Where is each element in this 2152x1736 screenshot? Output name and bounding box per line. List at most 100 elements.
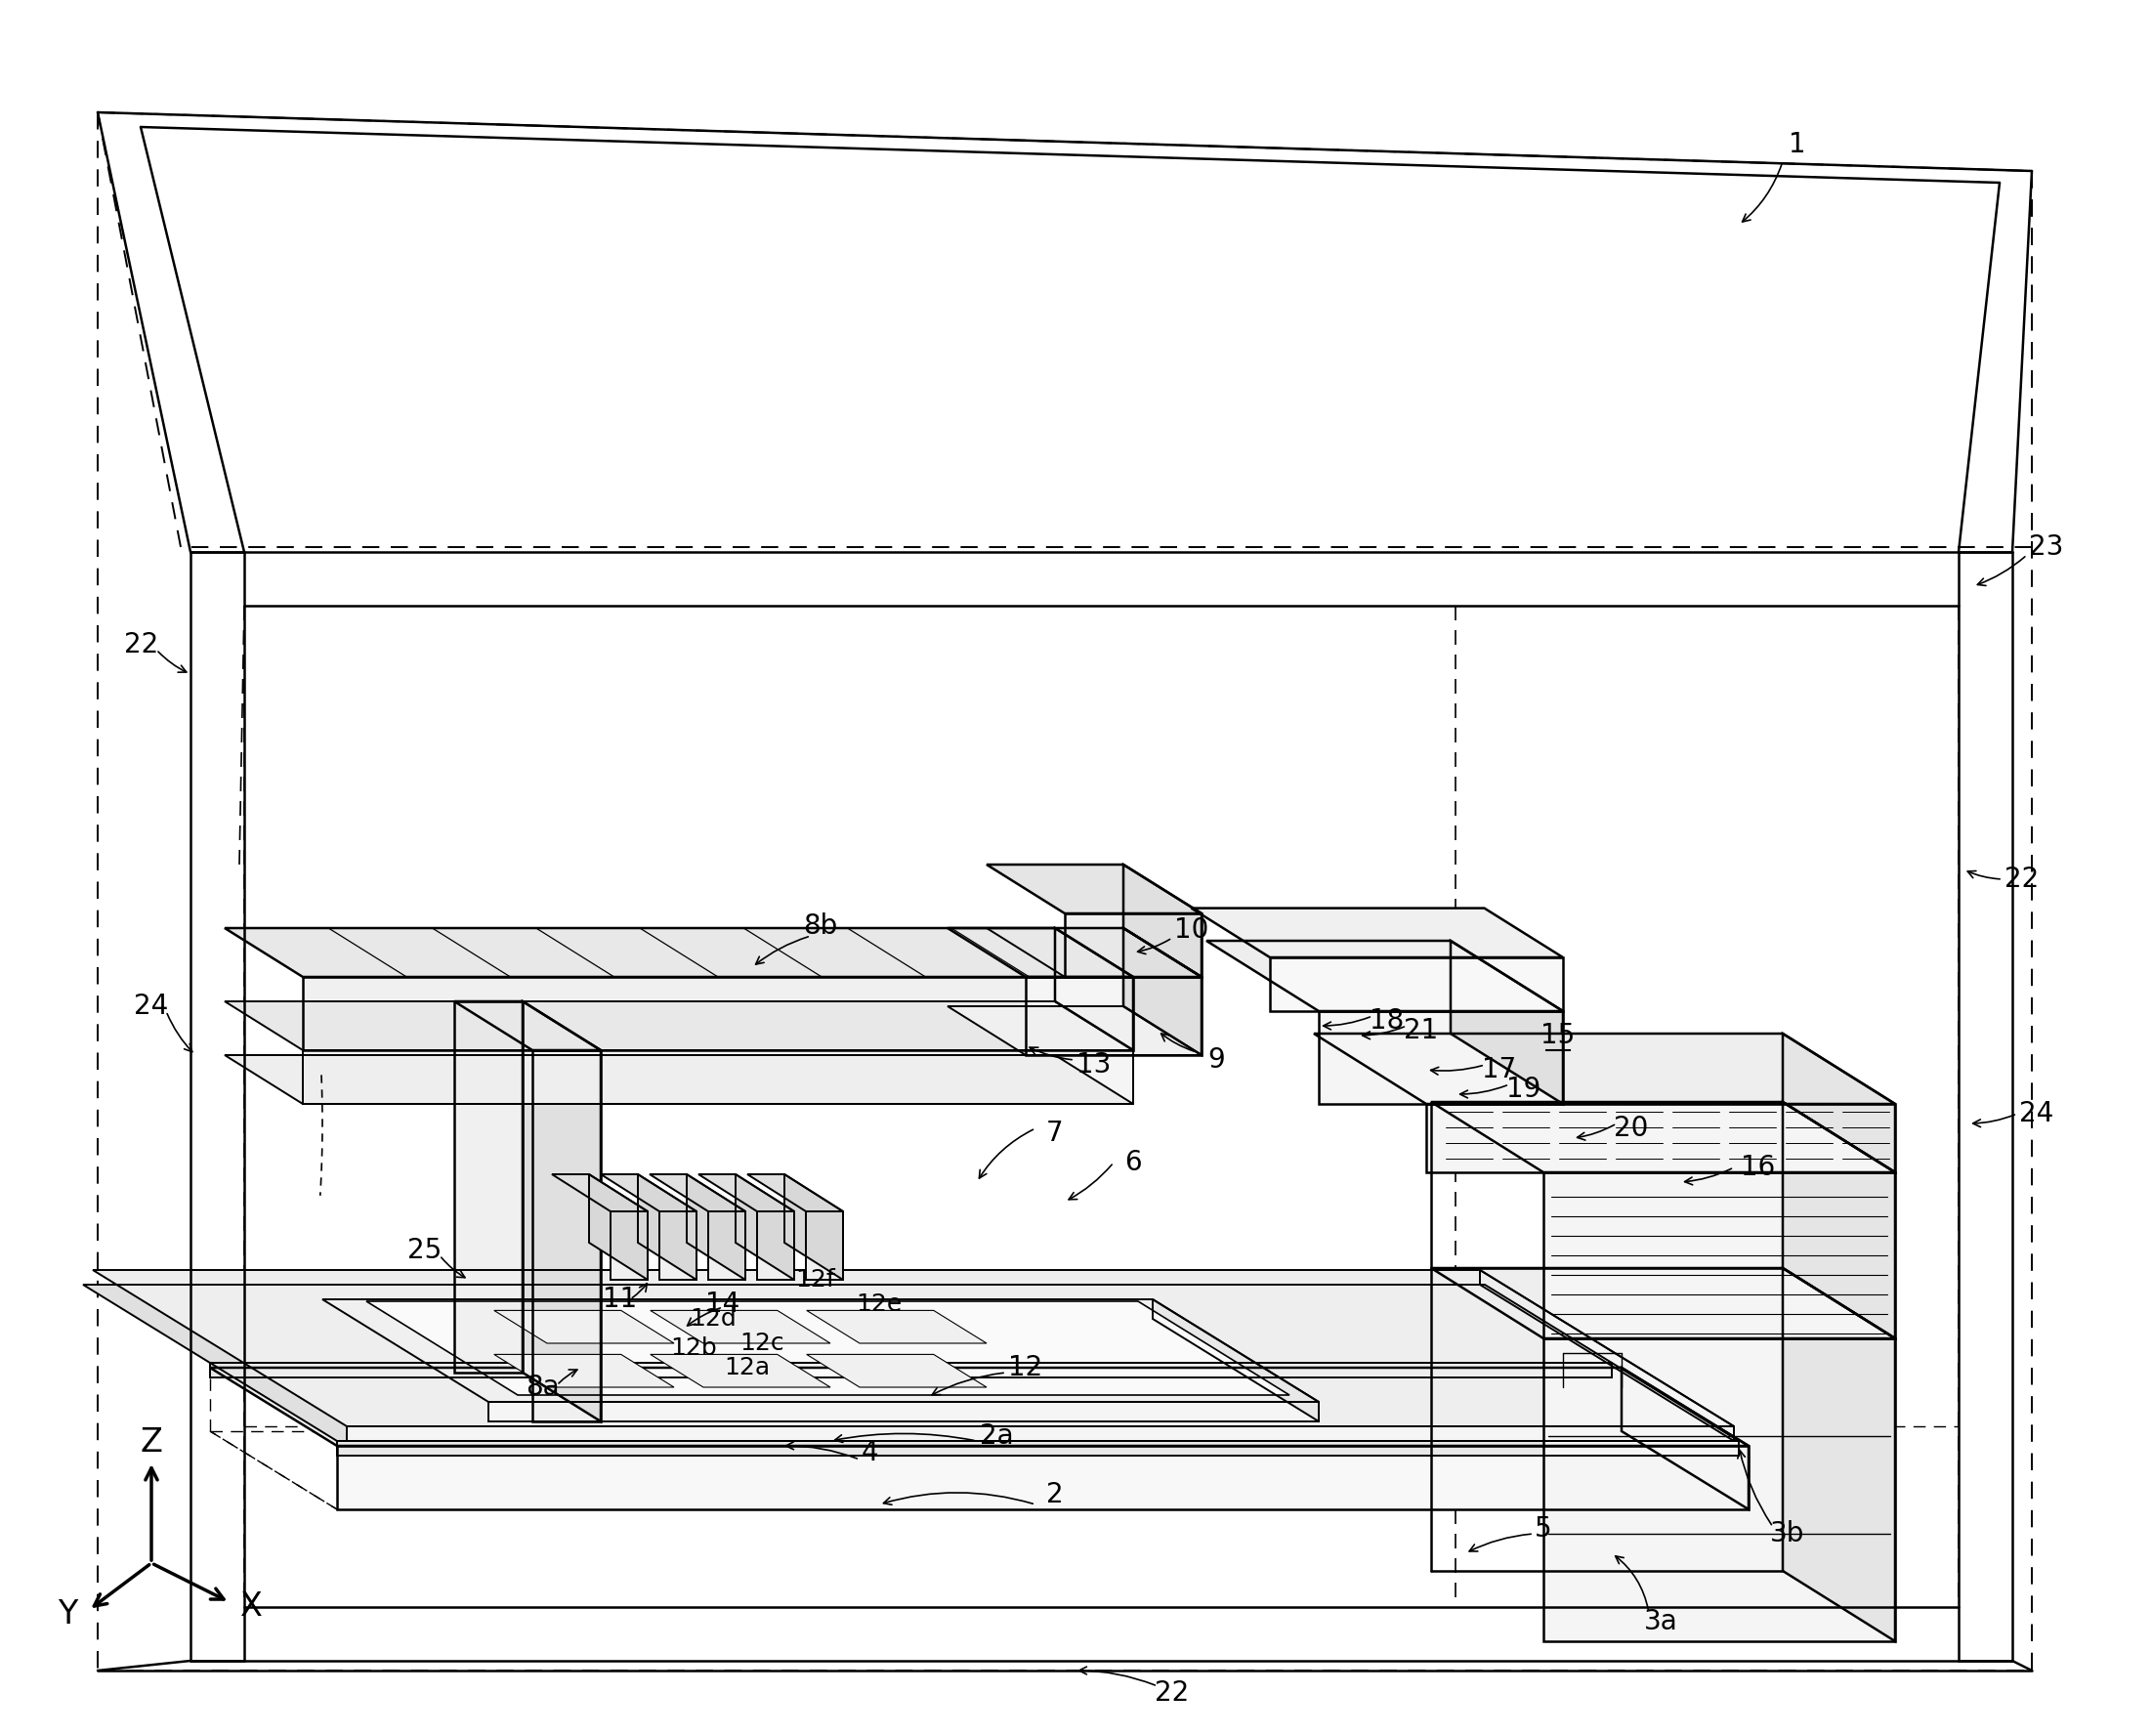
Text: 12a: 12a	[725, 1356, 770, 1380]
Polygon shape	[211, 1368, 1750, 1446]
Polygon shape	[986, 865, 1201, 913]
Polygon shape	[523, 1002, 600, 1422]
Polygon shape	[590, 1174, 648, 1279]
Text: 19: 19	[1506, 1076, 1541, 1102]
Polygon shape	[93, 1271, 1735, 1427]
Text: 12b: 12b	[669, 1337, 717, 1359]
Polygon shape	[303, 977, 1134, 1050]
Text: Z: Z	[140, 1425, 164, 1458]
Polygon shape	[224, 929, 1134, 977]
Polygon shape	[699, 1174, 794, 1212]
Text: X: X	[239, 1590, 263, 1623]
Text: 21: 21	[1403, 1017, 1438, 1045]
Text: Y: Y	[58, 1599, 77, 1632]
Polygon shape	[211, 1363, 1739, 1441]
Text: 8b: 8b	[803, 913, 837, 939]
Polygon shape	[1192, 908, 1562, 957]
Polygon shape	[736, 1174, 794, 1279]
Polygon shape	[1123, 865, 1201, 977]
Polygon shape	[338, 1446, 1750, 1509]
Polygon shape	[454, 1002, 523, 1373]
Polygon shape	[947, 929, 1201, 977]
Polygon shape	[1123, 929, 1201, 1055]
Polygon shape	[1450, 941, 1562, 1104]
Text: 3b: 3b	[1771, 1521, 1806, 1547]
Polygon shape	[323, 1299, 1319, 1403]
Polygon shape	[1207, 941, 1562, 1010]
Text: 15: 15	[1541, 1023, 1575, 1049]
Polygon shape	[1623, 1368, 1750, 1509]
Text: 10: 10	[1175, 917, 1209, 944]
Text: 12e: 12e	[856, 1293, 902, 1316]
Text: 7: 7	[1046, 1120, 1063, 1147]
Polygon shape	[637, 1174, 697, 1279]
Polygon shape	[366, 1302, 1289, 1396]
Polygon shape	[807, 1311, 986, 1344]
Polygon shape	[1315, 1033, 1896, 1104]
Polygon shape	[1319, 1010, 1562, 1104]
Text: 12c: 12c	[740, 1332, 783, 1356]
Text: 5: 5	[1534, 1516, 1552, 1543]
Text: 22: 22	[125, 632, 159, 658]
Text: 2: 2	[1046, 1481, 1063, 1509]
Text: 22: 22	[1156, 1679, 1190, 1706]
Polygon shape	[600, 1174, 697, 1212]
Text: 3a: 3a	[1644, 1608, 1679, 1635]
Text: 23: 23	[2029, 533, 2064, 561]
Polygon shape	[303, 1050, 1134, 1104]
Polygon shape	[84, 1285, 1612, 1363]
Polygon shape	[1543, 1172, 1896, 1338]
Polygon shape	[454, 1002, 600, 1050]
Polygon shape	[551, 1174, 648, 1212]
Text: 20: 20	[1614, 1115, 1648, 1142]
Polygon shape	[1782, 1033, 1896, 1172]
Polygon shape	[346, 1427, 1735, 1441]
Text: 22: 22	[2006, 866, 2040, 892]
Text: 24: 24	[133, 993, 168, 1021]
Text: 12: 12	[1009, 1354, 1044, 1382]
Polygon shape	[1270, 957, 1562, 1010]
Text: 18: 18	[1371, 1007, 1405, 1035]
Polygon shape	[1782, 1267, 1896, 1641]
Polygon shape	[650, 1311, 831, 1344]
Polygon shape	[947, 1007, 1201, 1055]
Text: 4: 4	[861, 1439, 878, 1467]
Polygon shape	[1431, 1102, 1896, 1172]
Polygon shape	[650, 1174, 745, 1212]
Polygon shape	[1782, 1102, 1896, 1338]
Polygon shape	[986, 929, 1201, 977]
Polygon shape	[495, 1354, 674, 1387]
Polygon shape	[338, 1441, 1739, 1455]
Polygon shape	[211, 1363, 1612, 1377]
Polygon shape	[650, 1354, 831, 1387]
Polygon shape	[1153, 1299, 1319, 1422]
Text: 9: 9	[1207, 1047, 1224, 1073]
Text: 6: 6	[1125, 1149, 1143, 1177]
Text: 12d: 12d	[691, 1307, 736, 1330]
Text: 2a: 2a	[979, 1422, 1014, 1450]
Polygon shape	[532, 1050, 600, 1422]
Polygon shape	[805, 1212, 844, 1279]
Text: 1: 1	[1788, 130, 1806, 158]
Polygon shape	[1065, 913, 1201, 977]
Polygon shape	[758, 1212, 794, 1279]
Polygon shape	[489, 1403, 1319, 1422]
Polygon shape	[785, 1174, 844, 1279]
Polygon shape	[1027, 977, 1201, 1055]
Text: 16: 16	[1741, 1154, 1775, 1180]
Polygon shape	[224, 1002, 1134, 1050]
Polygon shape	[224, 1055, 1134, 1104]
Polygon shape	[1054, 929, 1134, 1050]
Polygon shape	[1543, 1338, 1896, 1641]
Text: 11: 11	[603, 1286, 637, 1312]
Text: 14: 14	[706, 1290, 740, 1318]
Text: 8a: 8a	[525, 1373, 560, 1401]
Text: 12f: 12f	[796, 1267, 835, 1292]
Polygon shape	[659, 1212, 697, 1279]
Text: 24: 24	[2019, 1101, 2053, 1127]
Polygon shape	[611, 1212, 648, 1279]
Polygon shape	[686, 1174, 745, 1279]
Polygon shape	[495, 1311, 674, 1344]
Polygon shape	[708, 1212, 745, 1279]
Text: 13: 13	[1076, 1052, 1110, 1078]
